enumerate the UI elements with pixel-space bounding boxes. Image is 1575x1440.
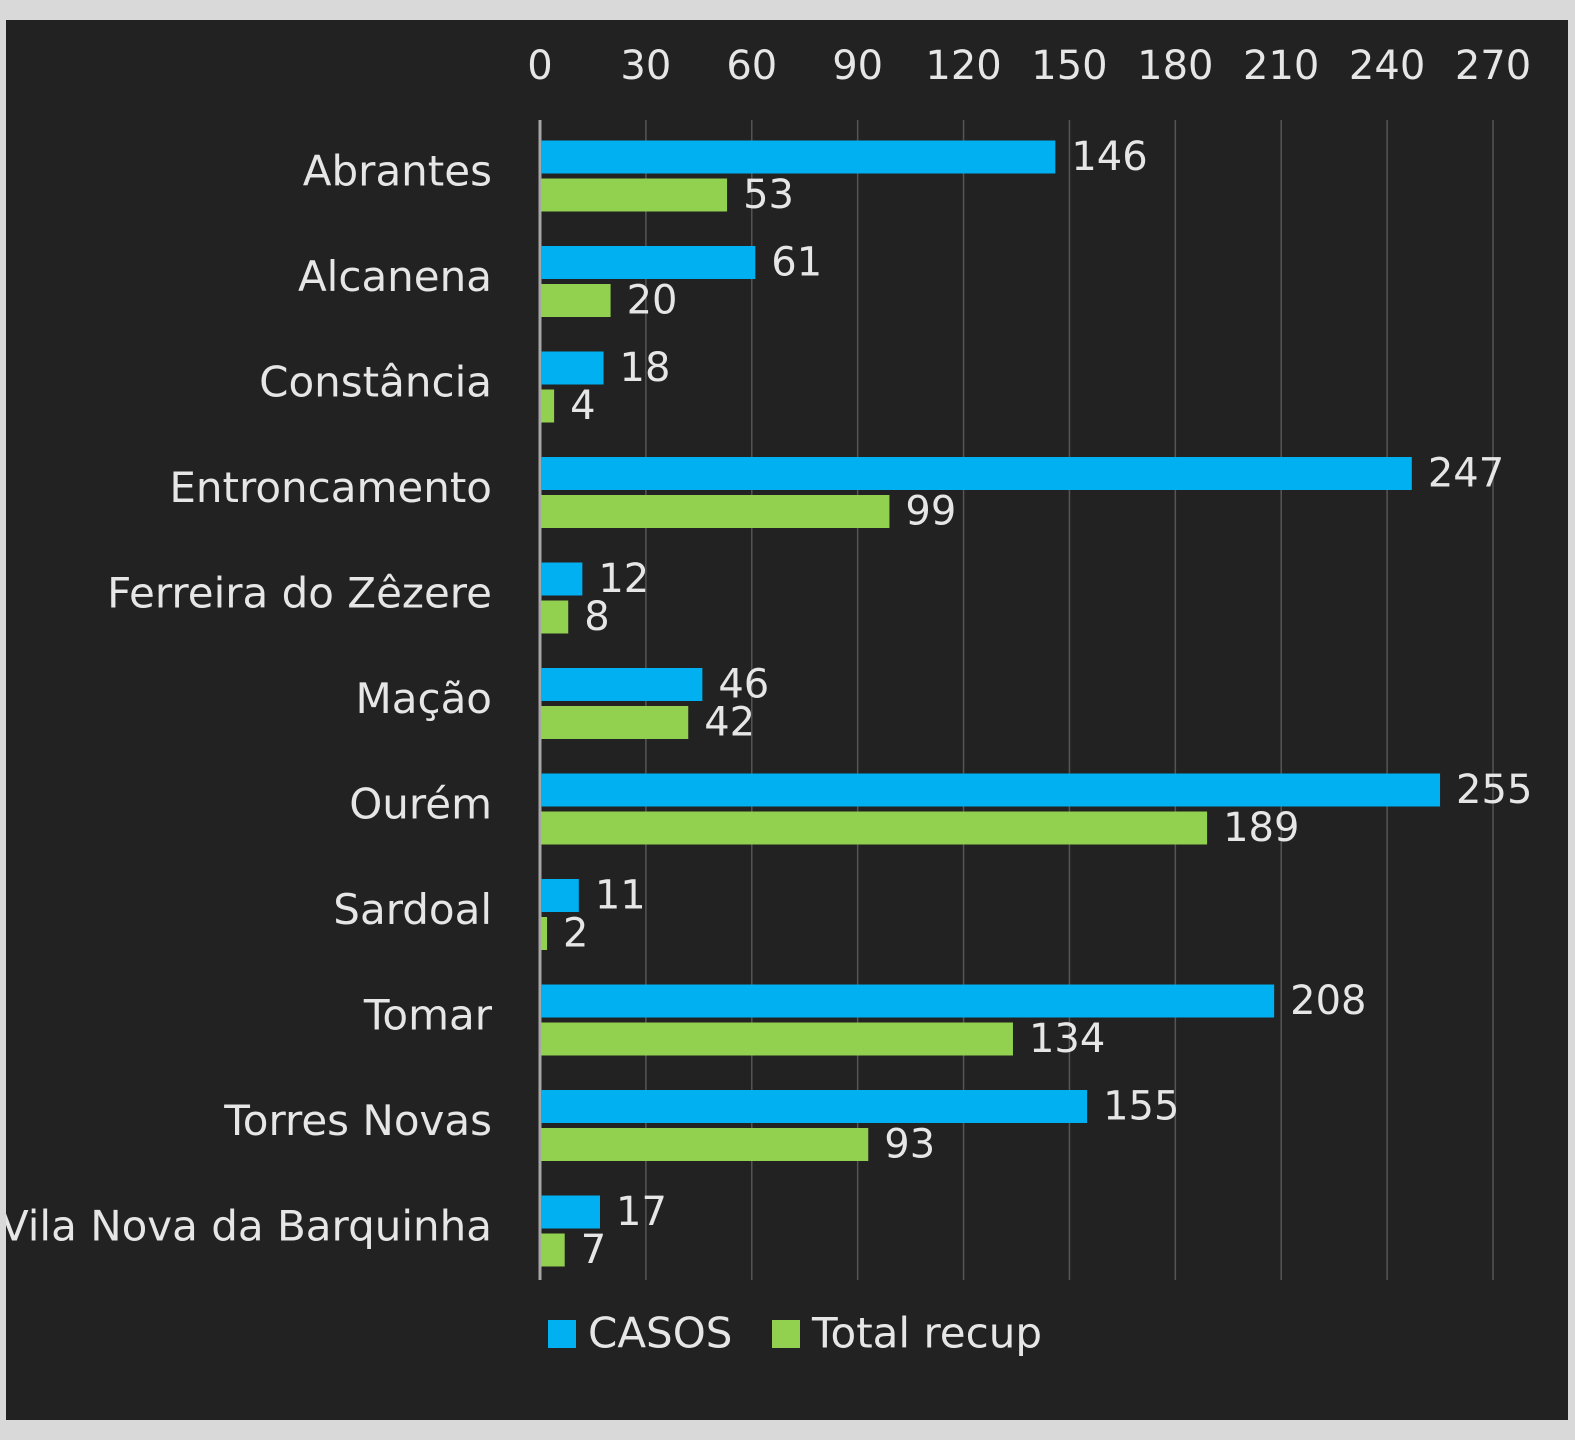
data-label: 8	[584, 594, 609, 640]
legend-label: Total recup	[811, 1309, 1042, 1358]
bar-total-recup	[541, 178, 728, 212]
bar-total-recup	[541, 284, 611, 317]
data-label: 17	[616, 1189, 667, 1235]
data-label: 4	[570, 383, 595, 429]
data-label: 155	[1103, 1084, 1179, 1130]
chart-frame: 0 30 60 90 120 150 180 210 240 270 Abrantes 146 53 Al…	[6, 20, 1568, 1420]
bar-chart: 0 30 60 90 120 150 180 210 240 270 Abrantes 146 53 Al…	[6, 43, 1532, 1358]
bar-total-recup	[541, 389, 555, 423]
x-tick-label: 210	[1243, 43, 1319, 89]
data-label: 53	[743, 172, 794, 218]
category-label: Sardoal	[333, 885, 492, 934]
bar-total-recup	[541, 811, 1208, 845]
category-label: Constância	[259, 358, 492, 407]
bar-casos	[541, 457, 1412, 490]
bar-casos	[541, 1090, 1088, 1123]
category-label: Entroncamento	[169, 463, 492, 512]
x-tick-label: 120	[925, 43, 1001, 89]
legend-swatch	[772, 1320, 800, 1348]
x-tick-label: 90	[832, 43, 883, 89]
bar-total-recup	[541, 1128, 869, 1161]
data-label: 61	[771, 240, 822, 286]
data-label: 7	[581, 1227, 606, 1273]
bar-casos	[541, 879, 579, 912]
legend-swatch	[548, 1320, 576, 1348]
data-label: 2	[563, 911, 588, 957]
x-tick-label: 270	[1455, 43, 1531, 89]
x-tick-label: 30	[620, 43, 671, 89]
data-label: 20	[627, 278, 678, 324]
data-label: 189	[1223, 805, 1299, 851]
category-label: Tomar	[363, 991, 493, 1040]
category-label: Vila Nova da Barquinha	[6, 1202, 492, 1251]
legend-label: CASOS	[588, 1309, 732, 1358]
x-tick-label: 180	[1137, 43, 1213, 89]
category-label: Torres Novas	[223, 1096, 492, 1145]
data-label: 208	[1290, 978, 1366, 1024]
data-label: 255	[1456, 767, 1532, 813]
category-label: Ferreira do Zêzere	[107, 569, 492, 618]
bar-total-recup	[541, 706, 689, 739]
bar-casos	[541, 351, 604, 385]
data-label: 99	[905, 489, 956, 535]
data-label: 18	[620, 345, 671, 391]
bar-total-recup	[541, 1233, 565, 1267]
data-label: 42	[704, 700, 755, 746]
bar-casos	[541, 773, 1441, 807]
bar-total-recup	[541, 495, 890, 528]
data-label: 93	[884, 1122, 935, 1168]
category-label: Mação	[356, 674, 493, 723]
x-tick-label: 0	[527, 43, 552, 89]
category-label: Alcanena	[298, 252, 492, 301]
bar-total-recup	[541, 1022, 1013, 1056]
data-label: 46	[718, 662, 769, 708]
data-label: 134	[1029, 1016, 1105, 1062]
bar-total-recup	[541, 600, 569, 634]
data-label: 11	[595, 873, 646, 919]
bar-casos	[541, 668, 703, 701]
bar-casos	[541, 140, 1056, 174]
bar-casos	[541, 562, 583, 596]
data-label: 12	[598, 556, 649, 602]
category-label: Abrantes	[303, 147, 492, 196]
bar-casos	[541, 1195, 601, 1229]
data-label: 146	[1071, 134, 1147, 180]
x-tick-label: 60	[726, 43, 777, 89]
bar-total-recup	[541, 917, 548, 950]
x-tick-label: 240	[1349, 43, 1425, 89]
data-label: 247	[1428, 451, 1504, 497]
bar-casos	[541, 984, 1275, 1018]
category-label: Ourém	[349, 780, 492, 829]
bar-casos	[541, 246, 756, 279]
x-tick-label: 150	[1031, 43, 1107, 89]
